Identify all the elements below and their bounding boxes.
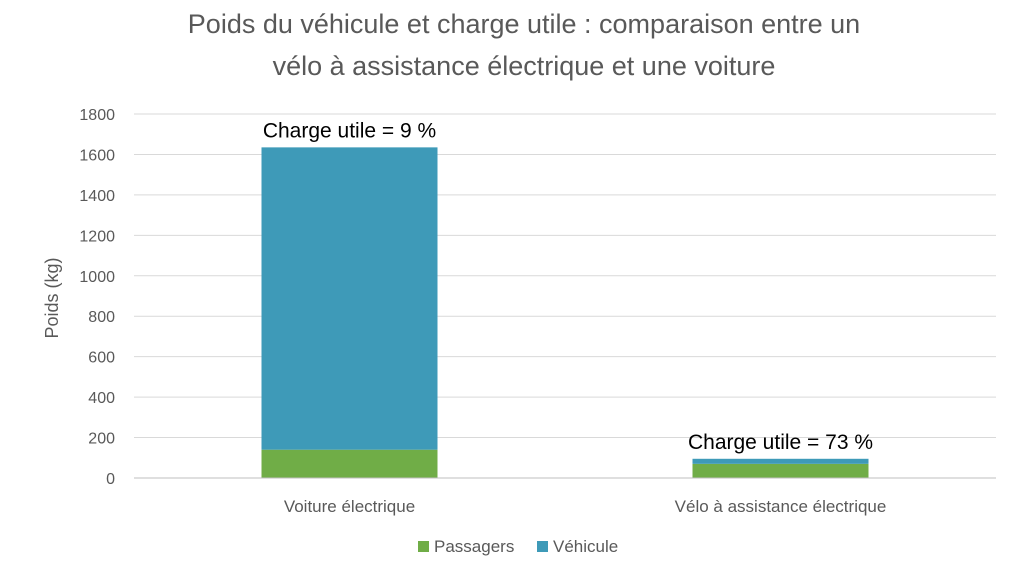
annotations: Charge utile = 9 % Charge utile = 73 % [263,119,873,453]
x-axis-categories: Voiture électrique Vélo à assistance élec… [284,497,887,516]
y-tick-label: 1400 [79,188,115,205]
bar-segment [261,449,438,478]
chart-title-line-2: vélo à assistance électrique et une voit… [273,51,776,81]
y-axis-ticks: 0 200 400 600 800 1000 1200 1400 1600 1800 [79,107,115,488]
legend: Passagers Véhicule [418,537,618,556]
data-annotation: Charge utile = 9 % [263,119,436,142]
y-tick-label: 1800 [79,107,115,124]
y-tick-label: 1000 [79,269,115,286]
y-tick-label: 400 [88,390,115,407]
data-annotation: Charge utile = 73 % [688,431,873,454]
y-tick-label: 1600 [79,147,115,164]
y-tick-label: 800 [88,309,115,326]
y-tick-label: 0 [106,471,115,488]
y-tick-label: 1200 [79,228,115,245]
chart-title-line-1: Poids du véhicule et charge utile : comp… [188,9,860,39]
bar-segment [261,147,438,450]
y-tick-label: 200 [88,431,115,448]
x-category-label: Vélo à assistance électrique [675,497,887,516]
x-category-label: Voiture électrique [284,497,415,516]
legend-swatch [537,541,548,552]
bar-segment [692,463,869,478]
bars [261,147,869,478]
y-tick-label: 600 [88,350,115,367]
bar-segment [692,458,869,464]
legend-label: Passagers [434,537,514,556]
legend-label: Véhicule [553,537,618,556]
legend-swatch [418,541,429,552]
y-axis-label: Poids (kg) [42,257,62,338]
